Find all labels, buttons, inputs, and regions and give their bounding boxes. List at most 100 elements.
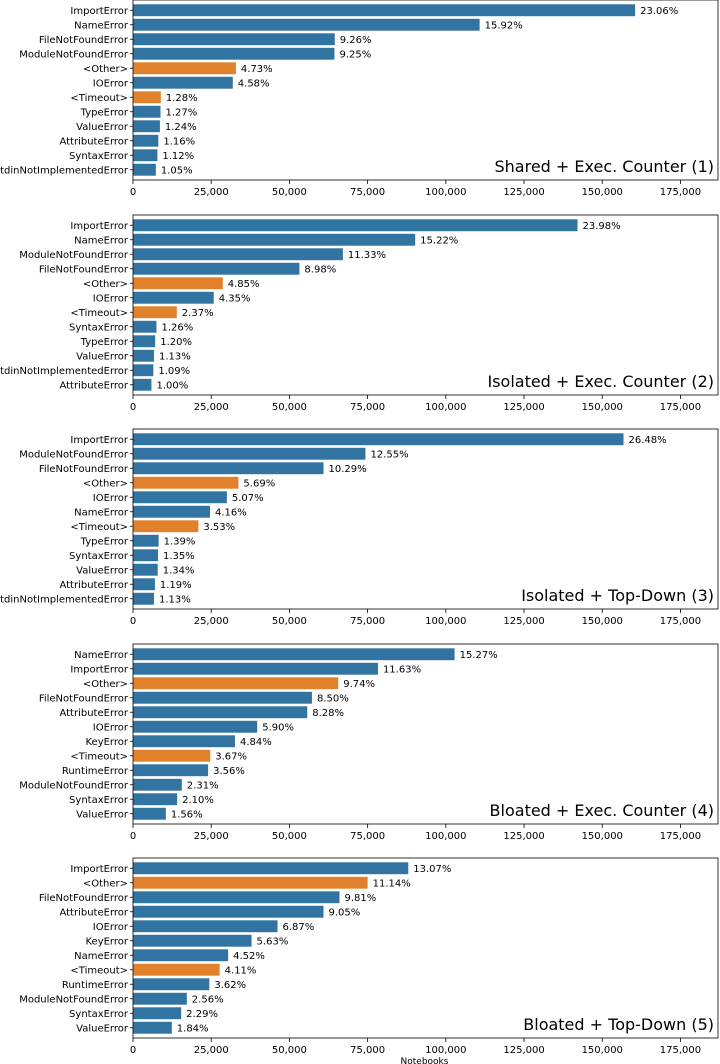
percent-label: 1.24% — [165, 122, 197, 133]
percent-label: 15.22% — [420, 235, 458, 246]
percent-label: 12.55% — [370, 449, 408, 460]
percent-label: 1.27% — [166, 107, 198, 118]
x-tick-label: 25,000 — [194, 616, 229, 627]
percent-label: 13.07% — [413, 864, 451, 875]
category-label: FileNotFoundError — [39, 35, 129, 46]
percent-label: 1.16% — [163, 136, 195, 147]
percent-label: 4.11% — [225, 965, 257, 976]
bar — [133, 62, 236, 75]
x-tick-label: 50,000 — [272, 616, 307, 627]
percent-label: 23.98% — [583, 221, 621, 232]
x-tick-label: 75,000 — [350, 831, 385, 842]
bar — [133, 578, 155, 591]
chart-panel-1: ImportError 23.06% NameError 15.92% FileNotF… — [0, 0, 719, 198]
category-label: <Other> — [83, 679, 128, 690]
percent-label: 3.67% — [215, 751, 247, 762]
x-tick-label: 125,000 — [503, 831, 544, 842]
percent-label: 3.56% — [213, 766, 245, 777]
percent-label: 26.48% — [629, 435, 667, 446]
bar — [133, 662, 378, 675]
x-tick-label: 50,000 — [272, 831, 307, 842]
x-tick-label: 75,000 — [350, 402, 385, 413]
x-tick-label: 100,000 — [425, 831, 466, 842]
bar — [133, 378, 152, 391]
bar — [133, 47, 335, 60]
category-label: <Timeout> — [70, 522, 128, 533]
category-label: IOError — [93, 922, 129, 933]
bar — [133, 134, 159, 147]
category-label: ValueError — [76, 565, 129, 576]
x-tick-label: 100,000 — [425, 1045, 466, 1056]
category-label: IOError — [93, 722, 129, 733]
bar — [133, 549, 159, 562]
chart-panel-4: NameError 15.27% ImportError 11.63% <Other> 9… — [19, 643, 719, 842]
bar — [133, 905, 324, 918]
category-label: ValueError — [76, 351, 129, 362]
bar — [133, 105, 161, 118]
percent-label: 1.09% — [158, 366, 190, 377]
bar — [133, 949, 229, 962]
category-label: <Timeout> — [70, 93, 128, 104]
category-label: TypeError — [80, 107, 129, 118]
axes-frame — [132, 643, 719, 825]
bar — [133, 749, 211, 762]
bar — [133, 876, 368, 889]
category-label: ValueError — [76, 809, 129, 820]
x-tick-label: 125,000 — [503, 402, 544, 413]
percent-label: 4.58% — [238, 78, 270, 89]
percent-label: 2.10% — [182, 795, 214, 806]
percent-label: 1.20% — [160, 337, 192, 348]
panel-title: Bloated + Top-Down (5) — [523, 1015, 714, 1034]
bar — [133, 233, 416, 246]
x-tick-label: 100,000 — [425, 616, 466, 627]
percent-label: 5.69% — [243, 478, 275, 489]
x-tick-label: 150,000 — [582, 831, 623, 842]
x-tick-label: 25,000 — [194, 402, 229, 413]
chart-panel-3: ImportError 26.48% ModuleNotFoundError 12.5… — [0, 428, 719, 627]
percent-label: 3.62% — [214, 980, 246, 991]
percent-label: 2.29% — [186, 1009, 218, 1020]
category-label: ModuleNotFoundError — [19, 449, 129, 460]
x-tick-label: 25,000 — [194, 831, 229, 842]
percent-label: 5.90% — [262, 722, 294, 733]
bar — [133, 862, 409, 875]
category-label: TypeError — [80, 337, 129, 348]
category-label: ImportError — [70, 435, 128, 446]
category-label: SyntaxError — [69, 151, 129, 162]
bar — [133, 563, 158, 576]
bar — [133, 291, 214, 304]
bar — [133, 793, 178, 806]
category-label: AttributeError — [59, 380, 128, 391]
percent-label: 1.05% — [161, 165, 193, 176]
percent-label: 10.29% — [329, 464, 367, 475]
x-tick-label: 175,000 — [660, 616, 701, 627]
x-tick-label: 125,000 — [503, 616, 544, 627]
bar — [133, 277, 223, 290]
x-tick-label: 175,000 — [660, 187, 701, 198]
bar — [133, 778, 182, 791]
category-label: AttributeError — [59, 136, 128, 147]
x-tick-label: 150,000 — [582, 402, 623, 413]
x-tick-label: 75,000 — [350, 616, 385, 627]
bar — [133, 920, 278, 933]
bar — [133, 534, 159, 547]
bar — [133, 4, 636, 17]
category-label: ImportError — [70, 864, 128, 875]
category-label: NameError — [74, 951, 129, 962]
x-tick-label: 125,000 — [503, 1045, 544, 1056]
percent-label: 4.84% — [240, 737, 272, 748]
bar — [133, 978, 210, 991]
x-tick-label: 75,000 — [350, 1045, 385, 1056]
x-tick-label: 0 — [130, 187, 136, 198]
category-label: SyntaxError — [69, 551, 129, 562]
bar — [133, 262, 300, 275]
axes-frame — [132, 428, 719, 610]
x-tick-label: 150,000 — [582, 1045, 623, 1056]
percent-label: 4.85% — [228, 279, 260, 290]
category-label: KeyError — [85, 936, 128, 947]
bar — [133, 320, 157, 333]
category-label: IOError — [93, 293, 129, 304]
category-label: ValueError — [76, 122, 129, 133]
percent-label: 1.84% — [177, 1023, 209, 1034]
